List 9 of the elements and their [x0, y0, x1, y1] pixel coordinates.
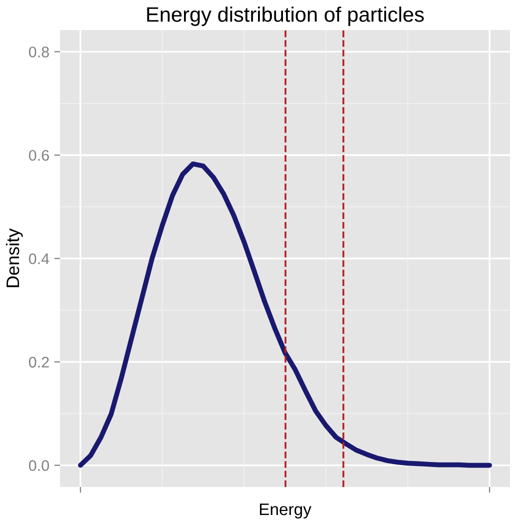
y-tick-label: 0.6 [28, 150, 49, 161]
x-axis-title: Energy [260, 504, 312, 519]
chart-title: Energy distribution of particles [147, 6, 424, 26]
y-tick-label: 0.0 [28, 460, 49, 471]
line-series [78, 161, 492, 468]
y-tick-label: 0.8 [28, 46, 49, 58]
y-tick-label: 0.4 [28, 253, 50, 264]
y-tick-label: 0.2 [28, 356, 49, 368]
y-axis-title: Density [6, 228, 23, 288]
